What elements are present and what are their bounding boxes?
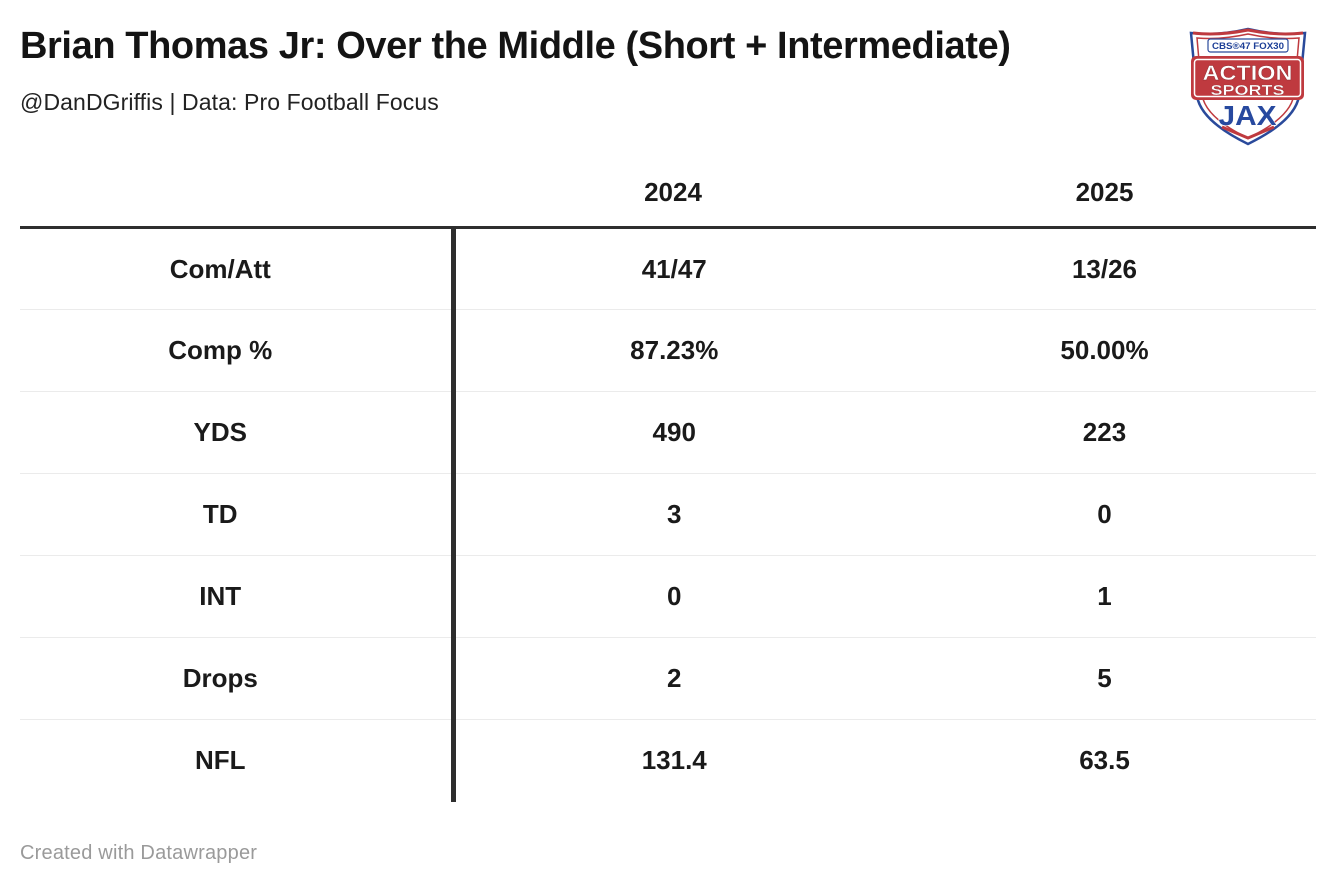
column-header-2024: 2024: [644, 177, 702, 208]
table-row: YDS 490 223: [20, 391, 1316, 474]
stat-value-2025: 223: [893, 391, 1316, 474]
stat-value-2024: 490: [453, 391, 893, 474]
stat-value-2024: 2: [453, 637, 893, 720]
stat-label: YDS: [20, 391, 456, 474]
table-row: INT 0 1: [20, 555, 1316, 638]
stat-label: INT: [20, 555, 456, 638]
datawrapper-credit: Created with Datawrapper: [20, 841, 258, 864]
stat-value-2024: 87.23%: [453, 309, 893, 392]
stat-value-2024: 3: [453, 473, 893, 556]
banner-box: [1191, 56, 1304, 100]
table-row: Com/Att 41/47 13/26: [20, 227, 1316, 310]
banner-keyline: [1193, 58, 1302, 98]
chart-subtitle: @DanDGriffis | Data: Pro Football Focus: [20, 88, 439, 115]
stat-label: Comp %: [20, 309, 456, 392]
table-row: NFL 131.4 63.5: [20, 719, 1316, 802]
stat-value-2024: 41/47: [641, 253, 707, 284]
chevron-stripe: [1221, 125, 1275, 140]
column-header-2025: 2025: [1075, 177, 1134, 208]
banner-line2: SPORTS: [1211, 82, 1285, 99]
stat-value-2025: 63.5: [893, 719, 1316, 802]
stat-value-2025: 5: [893, 637, 1316, 720]
stat-label: TD: [20, 473, 456, 556]
stat-value-2025: 13/26: [1071, 253, 1138, 284]
stat-value-2025: 50.00%: [893, 309, 1316, 392]
page-title: Brian Thomas Jr: Over the Middle (Short …: [20, 25, 1011, 67]
stat-label: Com/Att: [20, 227, 456, 310]
shield-top-arch: [1192, 28, 1304, 36]
table-row: Comp % 87.23% 50.00%: [20, 309, 1316, 392]
table-row: TD 3 0: [20, 473, 1316, 556]
stat-value-2024: 0: [453, 555, 893, 638]
stats-table: 2024 2025 Com/Att 41/47 13/26 Comp % 87.…: [20, 160, 1316, 802]
station-text: CBS®47 FOX30: [1212, 41, 1284, 51]
station-bar: [1207, 38, 1289, 53]
action-sports-jax-logo: CBS®47 FOX30 ACTION SPORTS JAX: [1189, 27, 1307, 146]
banner-line1: ACTION: [1203, 62, 1293, 85]
table-row: Drops 2 5: [20, 637, 1316, 720]
jax-text: JAX: [1219, 100, 1277, 131]
stat-value-2024: 131.4: [453, 719, 893, 802]
stat-value-2025: 0: [893, 473, 1316, 556]
header-row: 2024 2025: [20, 160, 1316, 228]
column-header-blank: [20, 160, 453, 228]
stat-label: NFL: [20, 719, 456, 802]
stat-label: Drops: [20, 637, 456, 720]
stat-value-2025: 1: [893, 555, 1316, 638]
